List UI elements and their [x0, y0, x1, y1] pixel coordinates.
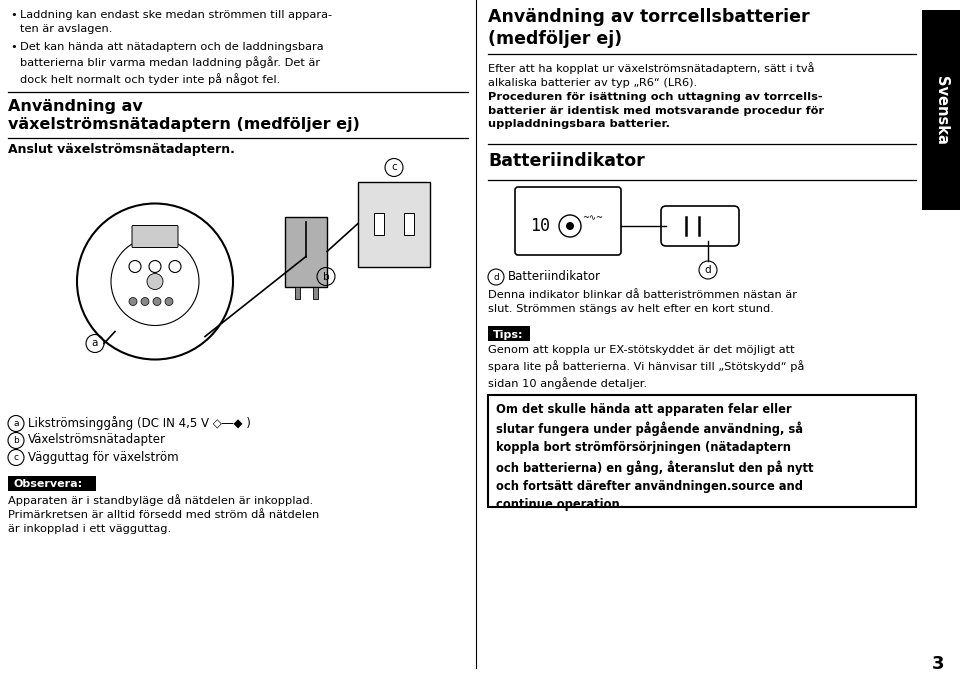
- Bar: [358, 181, 430, 267]
- FancyBboxPatch shape: [132, 226, 178, 248]
- Text: Batteriindikator: Batteriindikator: [488, 152, 645, 170]
- Text: c: c: [13, 453, 18, 462]
- Circle shape: [141, 297, 149, 306]
- Bar: [313, 286, 318, 299]
- Text: 10: 10: [530, 217, 550, 235]
- Text: Observera:: Observera:: [13, 479, 83, 489]
- Text: Proceduren för isättning och uttagning av torrcells-
batterier är identisk med m: Proceduren för isättning och uttagning a…: [488, 92, 824, 129]
- Bar: [488, 395, 916, 507]
- Text: b: b: [323, 271, 329, 282]
- FancyBboxPatch shape: [661, 206, 739, 246]
- Bar: [374, 213, 384, 235]
- Text: Växelströmsnätadapter: Växelströmsnätadapter: [28, 434, 166, 447]
- Bar: [404, 213, 414, 235]
- Bar: [285, 216, 327, 286]
- Bar: [8, 475, 96, 490]
- Text: d: d: [705, 265, 711, 275]
- Circle shape: [153, 297, 161, 306]
- Text: Denna indikator blinkar då batteriströmmen nästan är
slut. Strömmen stängs av he: Denna indikator blinkar då batteriströmm…: [488, 290, 797, 314]
- Bar: [488, 326, 530, 341]
- FancyBboxPatch shape: [515, 187, 621, 255]
- Text: Det kan hända att nätadaptern och de laddningsbara
batterierna blir varma medan : Det kan hända att nätadaptern och de lad…: [20, 42, 324, 85]
- Text: Laddning kan endast ske medan strömmen till appara-
ten är avslagen.: Laddning kan endast ske medan strömmen t…: [20, 10, 332, 33]
- Text: Batteriindikator: Batteriindikator: [508, 270, 601, 283]
- Text: Svenska: Svenska: [933, 76, 948, 145]
- Text: c: c: [391, 162, 396, 173]
- Circle shape: [147, 273, 163, 289]
- Text: Tips:: Tips:: [493, 329, 523, 340]
- Text: b: b: [13, 436, 19, 445]
- Circle shape: [566, 222, 574, 230]
- Text: •: •: [10, 10, 16, 20]
- Text: Efter att ha kopplat ur växelströmsnätadaptern, sätt i två
alkaliska batterier a: Efter att ha kopplat ur växelströmsnätad…: [488, 62, 814, 87]
- Text: Vägguttag för växelström: Vägguttag för växelström: [28, 451, 179, 464]
- Text: d: d: [493, 273, 499, 282]
- Text: Apparaten är i standbyläge då nätdelen är inkopplad.
Primärkretsen är alltid för: Apparaten är i standbyläge då nätdelen ä…: [8, 494, 320, 535]
- Text: Användning av
växelströmsnätadaptern (medföljer ej): Användning av växelströmsnätadaptern (me…: [8, 100, 360, 132]
- Text: Anslut växelströmsnätadaptern.: Anslut växelströmsnätadaptern.: [8, 143, 235, 156]
- Text: 3: 3: [932, 655, 945, 673]
- Text: Genom att koppla ur EX-stötskyddet är det möjligt att
spara lite på batterierna.: Genom att koppla ur EX-stötskyddet är de…: [488, 345, 804, 389]
- Text: Användning av torrcellsbatterier
(medföljer ej): Användning av torrcellsbatterier (medföl…: [488, 8, 809, 48]
- Circle shape: [129, 297, 137, 306]
- Circle shape: [165, 297, 173, 306]
- Bar: [922, 10, 960, 210]
- Text: a: a: [13, 419, 19, 428]
- Bar: [295, 286, 300, 299]
- Text: Likströmsinggång (DC IN 4,5 V ◇―◆ ): Likströmsinggång (DC IN 4,5 V ◇―◆ ): [28, 417, 251, 430]
- Text: ~∿~: ~∿~: [582, 213, 603, 222]
- Text: •: •: [10, 42, 16, 52]
- Text: a: a: [92, 338, 98, 349]
- Text: Om det skulle hända att apparaten felar eller
slutar fungera under pågående anvä: Om det skulle hända att apparaten felar …: [496, 403, 813, 511]
